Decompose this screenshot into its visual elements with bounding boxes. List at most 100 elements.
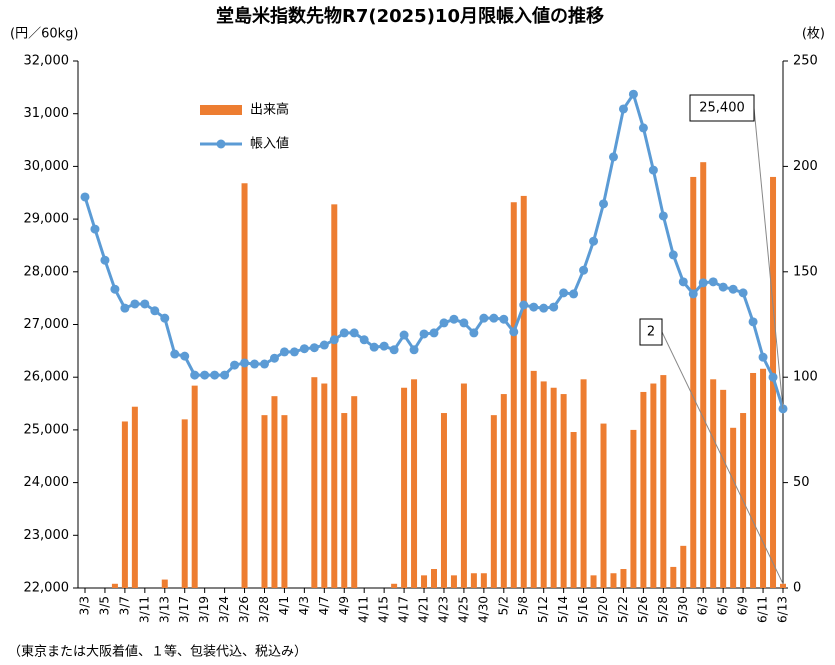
x-tick-label: 4/3 [297,596,311,615]
line-point [429,328,439,338]
bar [560,394,567,588]
bar [620,569,627,588]
x-tick-label: 3/24 [217,596,231,623]
line-point [369,342,379,352]
x-tick-label: 3/5 [97,596,111,615]
bar [610,573,617,588]
x-tick-label: 3/17 [177,596,191,623]
bar [111,583,118,588]
x-tick-label: 4/9 [337,596,351,615]
line-point [359,335,369,345]
bar [770,176,777,588]
bar [530,370,537,588]
annotation-leader [753,107,784,409]
bar [311,377,318,588]
bar [470,573,477,588]
x-tick-label: 3/28 [257,596,271,623]
x-tick-label: 6/9 [736,596,750,615]
bar [480,573,487,588]
x-tick-label: 4/30 [476,596,490,623]
bar [600,423,607,588]
line-point [140,299,150,309]
x-tick-label: 4/23 [436,596,450,623]
line-point [678,277,688,287]
line-point [289,347,299,357]
bar [121,421,128,588]
bar [550,387,557,588]
bar [680,545,687,588]
bar [431,569,437,588]
annotation: 2 [647,325,655,340]
x-tick-label: 5/28 [656,596,670,623]
x-tick-label: 5/2 [496,596,510,615]
x-tick-label: 4/15 [377,596,391,623]
line-point [658,211,668,221]
bar [500,394,507,588]
line-point [349,328,359,338]
annotation-box [689,94,755,122]
x-tick-label: 5/16 [576,596,590,623]
y2-tick-label: 200 [793,159,818,174]
annotation-leader [661,331,784,585]
line-point [329,335,339,345]
bar [321,383,328,588]
line-point [569,289,579,299]
x-tick-label: 4/1 [277,596,291,615]
line-point [628,89,638,99]
x-tick-label: 3/19 [197,596,211,623]
line-point [529,302,539,312]
x-tick-label: 3/13 [157,596,171,623]
legend-swatch [200,105,242,115]
x-tick-label: 5/14 [556,596,570,623]
line-point [230,360,240,370]
x-tick-label: 6/13 [776,596,790,623]
line-point [728,284,738,294]
bar [630,429,637,588]
x-tick-label: 6/3 [696,596,710,615]
bar [391,583,398,588]
bar [351,396,358,588]
y2-tick-label: 50 [793,475,810,490]
line-point [439,318,449,328]
footnote: （東京または大阪着値、１等、包装代込、税込み） [8,644,307,660]
bar [261,415,268,588]
y2-tick-label: 150 [793,264,818,279]
line-point [499,314,509,324]
line-point [489,313,499,323]
bar [510,202,517,588]
line-point [748,317,758,327]
y-tick-label: 23,000 [24,528,70,543]
bar [241,183,248,588]
y-tick-label: 28,000 [24,264,70,279]
bar [331,204,338,588]
bar [590,575,597,588]
bar [271,396,278,588]
bar [520,195,527,589]
x-tick-label: 3/11 [137,596,151,623]
line-point [708,277,718,287]
line-point [269,353,279,363]
y2-axis-label: (枚) [802,27,825,42]
line-point [618,104,628,114]
x-tick-label: 3/7 [117,596,131,615]
line-point [110,284,120,294]
line-point [120,303,130,313]
line-point [419,329,429,339]
line-point [379,341,389,351]
line-point [718,282,728,292]
line-point [688,289,698,299]
x-tick-label: 4/25 [456,596,470,623]
line-point [190,370,200,380]
bar [490,415,497,588]
line-point [220,370,230,380]
line-point [309,343,319,353]
x-tick-label: 5/22 [616,596,630,623]
line-point [299,344,309,354]
line-point [479,313,489,323]
x-tick-label: 5/8 [516,596,530,615]
line-point [579,265,589,275]
y-tick-label: 22,000 [24,581,70,596]
bar [460,383,467,588]
line-point [180,351,190,361]
